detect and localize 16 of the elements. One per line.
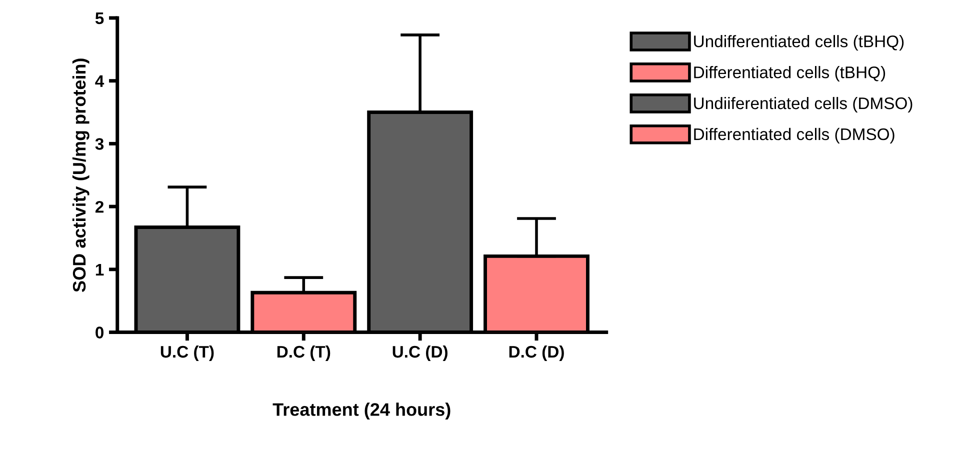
x-tick-label: U.C (D): [392, 345, 448, 361]
x-axis-title: Treatment (24 hours): [272, 402, 450, 420]
x-tick-label: U.C (T): [160, 345, 214, 361]
y-axis-title: SOD activity (U/mg protein): [72, 58, 90, 292]
y-tick-label: 3: [95, 138, 104, 150]
x-tick-label: D.C (D): [509, 345, 564, 361]
legend-label: Undiiferentiated cells (DMSO): [694, 96, 912, 112]
y-tick-label: 4: [95, 75, 104, 87]
y-tick-label: 1: [96, 264, 104, 276]
y-tick-label: 0: [96, 326, 104, 338]
legend-label: Differentiated cells (tBHQ): [694, 66, 886, 82]
y-tick-label: 5: [95, 12, 104, 24]
legend-label: Undifferentiated cells (tBHQ): [694, 35, 904, 51]
legend-label: Differentiated cells (DMSO): [694, 128, 894, 144]
y-tick-label: 2: [95, 200, 104, 213]
x-tick-label: D.C (T): [277, 345, 330, 361]
